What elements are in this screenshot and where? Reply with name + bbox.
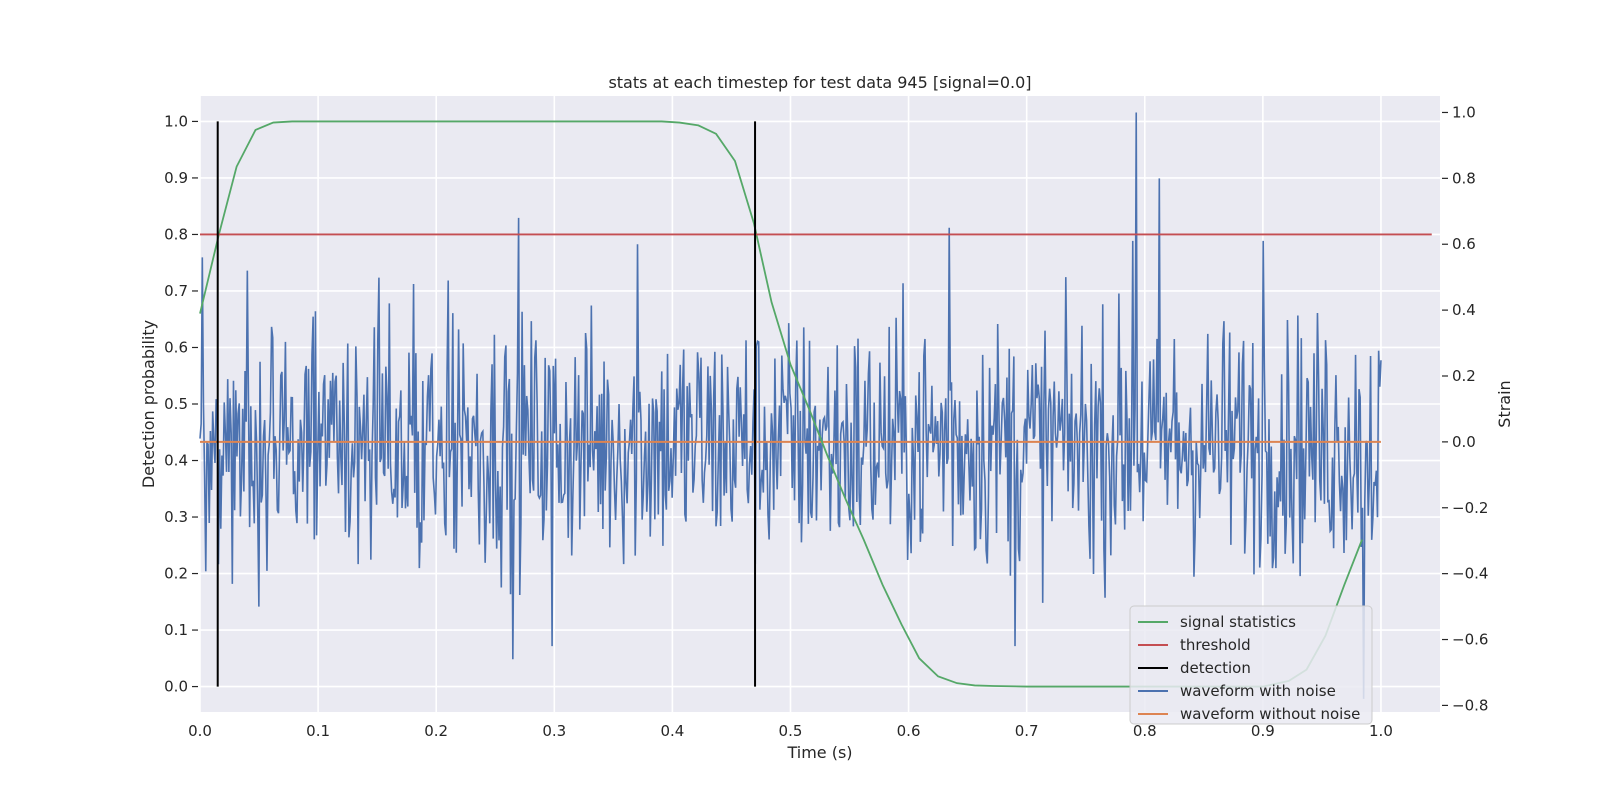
x-tick-label: 1.0 bbox=[1369, 722, 1393, 740]
x-tick-label: 0.2 bbox=[424, 722, 448, 740]
x-tick-label: 0.7 bbox=[1015, 722, 1039, 740]
x-tick-label: 0.3 bbox=[542, 722, 566, 740]
y-left-tick-label: 0.7 bbox=[164, 282, 188, 300]
legend-label: signal statistics bbox=[1180, 613, 1296, 631]
y-left-tick-label: 0.5 bbox=[164, 395, 188, 413]
x-tick-label: 0.9 bbox=[1251, 722, 1275, 740]
waveform-with-noise-line bbox=[199, 112, 1382, 699]
legend-label: threshold bbox=[1180, 636, 1251, 654]
y-right-tick-label: 0.4 bbox=[1452, 301, 1476, 319]
y-left-tick-label: 0.4 bbox=[164, 452, 188, 470]
x-axis-label: Time (s) bbox=[786, 743, 852, 762]
legend-label: waveform with noise bbox=[1180, 682, 1336, 700]
legend-frame bbox=[1129, 605, 1373, 725]
y-left-tick-label: 0.0 bbox=[164, 678, 188, 696]
y-right-tick-label: −0.4 bbox=[1452, 565, 1488, 583]
y-right-tick-label: 0.6 bbox=[1452, 235, 1476, 253]
y-right-tick-label: 0.0 bbox=[1452, 433, 1476, 451]
y-left-tick-label: 0.2 bbox=[164, 565, 188, 583]
y-left-tick-label: 0.3 bbox=[164, 508, 188, 526]
x-tick-label: 0.4 bbox=[660, 722, 684, 740]
series-layer bbox=[199, 112, 1432, 699]
axes-layer: 0.0 0.1 0.2 0.3 0.4 0.5 0.6 0.7 0.8 0.9 1.0 0.0 0.1 0… bbox=[164, 103, 1488, 740]
signal-statistics-line bbox=[199, 120, 1363, 688]
y-right-tick-label: −0.2 bbox=[1452, 499, 1488, 517]
y-right-tick-label: 1.0 bbox=[1452, 103, 1476, 121]
y-left-tick-label: 0.1 bbox=[164, 621, 188, 639]
x-tick-label: 0.1 bbox=[306, 722, 330, 740]
y-left-tick-label: 0.8 bbox=[164, 225, 188, 243]
legend-label: waveform without noise bbox=[1180, 705, 1360, 723]
x-tick-label: 0.5 bbox=[779, 722, 803, 740]
x-tick-label: 0.0 bbox=[188, 722, 212, 740]
y-right-tick-label: 0.2 bbox=[1452, 367, 1476, 385]
y-right-tick-label: −0.8 bbox=[1452, 696, 1488, 714]
y-left-tick-label: 0.9 bbox=[164, 169, 188, 187]
x-tick-label: 0.6 bbox=[897, 722, 921, 740]
y-axis-label-left: Detection probability bbox=[139, 320, 158, 488]
chart-title: stats at each timestep for test data 945… bbox=[608, 73, 1031, 92]
y-axis-label-right: Strain bbox=[1495, 380, 1514, 427]
y-right-tick-label: 0.8 bbox=[1452, 169, 1476, 187]
legend: signal statistics threshold detection wavef… bbox=[1129, 605, 1373, 725]
x-tick-label: 0.8 bbox=[1133, 722, 1157, 740]
y-left-tick-label: 0.6 bbox=[164, 338, 188, 356]
y-right-tick-label: −0.6 bbox=[1452, 631, 1488, 649]
legend-label: detection bbox=[1180, 659, 1251, 677]
y-left-tick-label: 1.0 bbox=[164, 112, 188, 130]
